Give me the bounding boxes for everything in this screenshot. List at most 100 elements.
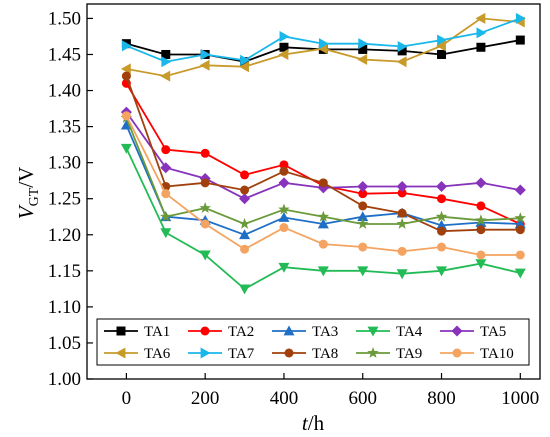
data-point bbox=[240, 54, 251, 66]
data-point bbox=[279, 223, 289, 233]
legend-label: TA7 bbox=[228, 346, 255, 362]
data-point bbox=[435, 210, 448, 222]
legend-item-ta8: TA8 bbox=[272, 346, 338, 362]
y-axis-title: VGT/V bbox=[14, 167, 42, 220]
legend-marker bbox=[115, 347, 126, 359]
data-point bbox=[437, 242, 447, 252]
data-point bbox=[317, 210, 330, 222]
axes: 1.00 1.05 1.10 1.15 1.20 1.25 1.30 1.35 1.40 1.45… bbox=[48, 8, 540, 409]
data-point bbox=[396, 180, 408, 192]
series-ta7 bbox=[121, 12, 526, 68]
legend-item-ta7: TA7 bbox=[188, 346, 255, 362]
data-point bbox=[161, 145, 171, 155]
legend-item-ta9: TA9 bbox=[356, 346, 422, 362]
x-tick-label: 600 bbox=[348, 388, 377, 409]
legend-item-ta10: TA10 bbox=[440, 346, 514, 362]
data-point bbox=[514, 268, 526, 279]
data-point bbox=[437, 194, 447, 204]
legend-marker bbox=[367, 346, 379, 358]
plot-frame bbox=[86, 3, 541, 380]
data-point bbox=[160, 228, 172, 239]
data-point bbox=[357, 266, 369, 277]
data-point bbox=[437, 226, 447, 236]
data-point bbox=[476, 42, 486, 52]
legend-marker bbox=[283, 325, 295, 336]
data-point bbox=[436, 266, 448, 277]
y-tick-label: 1.05 bbox=[48, 333, 81, 354]
legend-item-ta6: TA6 bbox=[104, 346, 171, 362]
data-point bbox=[396, 217, 408, 229]
data-point bbox=[437, 49, 447, 59]
data-point bbox=[278, 203, 290, 215]
data-point bbox=[397, 41, 408, 53]
y-tick-label: 1.45 bbox=[48, 44, 81, 65]
data-point bbox=[238, 217, 251, 229]
data-point bbox=[476, 250, 486, 260]
x-axis-title: t/h bbox=[302, 411, 325, 435]
y-tick-label: 1.25 bbox=[48, 189, 81, 210]
data-point bbox=[200, 148, 210, 158]
legend-marker bbox=[200, 326, 210, 336]
data-point bbox=[121, 40, 132, 52]
series-line bbox=[125, 82, 521, 225]
legend-item-ta1: TA1 bbox=[104, 324, 170, 340]
data-point bbox=[397, 208, 407, 218]
data-point bbox=[239, 61, 249, 73]
legend-marker bbox=[116, 326, 126, 336]
data-point bbox=[200, 219, 210, 229]
data-point bbox=[476, 27, 487, 39]
y-tick-label: 1.20 bbox=[48, 225, 81, 246]
x-tick-label: 1000 bbox=[501, 388, 539, 409]
data-point bbox=[357, 180, 369, 192]
data-point bbox=[240, 244, 250, 254]
series-ta4 bbox=[120, 143, 526, 295]
data-point bbox=[476, 225, 486, 235]
legend-marker bbox=[367, 326, 379, 337]
data-point bbox=[358, 201, 368, 211]
y-tick-label: 1.40 bbox=[48, 81, 81, 102]
legend-item-ta4: TA4 bbox=[356, 324, 423, 340]
data-point bbox=[120, 143, 132, 154]
series-ta8 bbox=[121, 71, 525, 236]
data-point bbox=[160, 70, 171, 82]
data-point bbox=[358, 189, 368, 199]
data-point bbox=[121, 111, 131, 121]
series-ta9 bbox=[120, 111, 527, 229]
data-point bbox=[121, 71, 131, 81]
data-point bbox=[358, 242, 368, 252]
legend-label: TA1 bbox=[144, 324, 170, 340]
data-point bbox=[278, 177, 290, 189]
y-tick-label: 1.15 bbox=[48, 261, 81, 282]
data-point bbox=[356, 217, 369, 229]
data-point bbox=[437, 34, 448, 46]
data-point bbox=[358, 38, 369, 50]
data-point bbox=[397, 46, 407, 56]
data-point bbox=[514, 184, 526, 196]
x-tick-label: 800 bbox=[427, 388, 456, 409]
x-tick-label: 400 bbox=[270, 388, 299, 409]
data-point bbox=[239, 284, 251, 295]
data-point bbox=[358, 44, 368, 54]
data-point bbox=[161, 56, 172, 68]
data-point bbox=[240, 185, 250, 195]
data-point bbox=[160, 210, 172, 222]
legend-label: TA4 bbox=[396, 324, 423, 340]
legend-marker bbox=[284, 348, 294, 358]
data-point bbox=[475, 12, 486, 24]
data-point bbox=[515, 225, 525, 235]
legend-label: TA5 bbox=[480, 324, 506, 340]
data-point bbox=[397, 246, 407, 256]
legend: TA1 TA2 TA3 TA4 TA5 TA6 TA7 TA8 TA9 TA10 bbox=[96, 318, 530, 366]
data-point bbox=[436, 180, 448, 192]
data-point bbox=[199, 59, 210, 71]
data-point bbox=[475, 214, 487, 226]
data-point bbox=[278, 48, 289, 60]
data-point bbox=[397, 188, 407, 198]
data-point bbox=[161, 49, 171, 59]
series-ta5 bbox=[120, 106, 526, 205]
legend-label: TA3 bbox=[312, 324, 338, 340]
data-point bbox=[357, 211, 369, 222]
legend-item-ta2: TA2 bbox=[188, 324, 254, 340]
y-tick-label: 1.30 bbox=[48, 153, 81, 174]
